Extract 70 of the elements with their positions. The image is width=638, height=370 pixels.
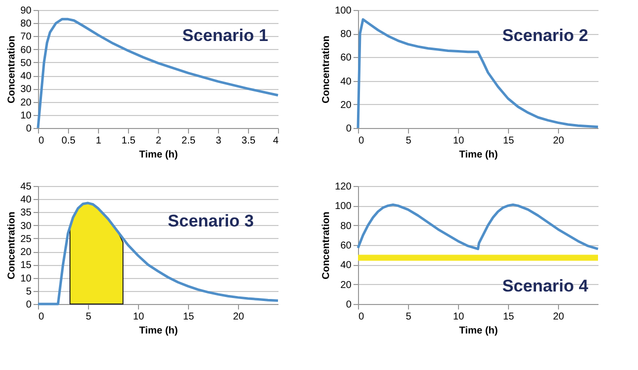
y-axis-title: Concentration [6,36,18,104]
y-tick-label: 25 [20,234,32,245]
y-tick-label: 15 [20,260,32,272]
y-tick-label: 50 [20,58,32,69]
x-tick-label: 3.5 [242,136,256,146]
x-tick-label: 20 [552,136,564,146]
x-tick-label: 10 [452,312,464,322]
text: Scenario 2 [502,26,588,45]
y-tick-label: 120 [334,182,352,192]
x-tick-label: 2 [156,136,162,146]
y-tick-label: 40 [20,71,32,82]
x-tick-label: 2.5 [182,136,196,146]
y-tick-label: 0 [26,124,32,134]
y-tick-label: 60 [340,52,352,64]
y-tick-label: 45 [20,182,32,192]
y-tick-label: 90 [20,6,32,16]
x-tick-label: 0 [38,136,44,146]
y-tick-label: 10 [20,110,32,122]
y-tick-label: 80 [340,220,352,232]
y-tick-label: 80 [340,29,352,40]
y-tick-label: 100 [334,201,352,212]
x-tick-label: 0.5 [62,136,76,146]
y-tick-label: 60 [340,240,352,252]
y-tick-label: 80 [20,18,32,30]
y-axis-title: Concentration [320,212,332,280]
y-tick-label: 10 [20,273,32,284]
x-tick-label: 0 [358,136,364,146]
text: Scenario 1 [182,26,268,45]
y-tick-label: 0 [346,300,352,310]
x-tick-label: 4 [272,136,279,146]
x-tick-label: 10 [452,136,464,146]
y-tick-label: 20 [20,247,32,258]
y-tick-label: 20 [340,280,352,291]
y-axis-title: Concentration [6,212,18,280]
y-tick-label: 40 [340,76,352,88]
x-tick-label: 10 [132,312,144,322]
x-axis-title: Time (h) [139,150,178,160]
x-tick-label: 3 [216,136,222,146]
x-tick-label: 1 [96,136,102,146]
x-tick-label: 20 [232,312,244,322]
x-tick-label: 5 [406,136,412,146]
x-tick-label: 1.5 [122,136,136,146]
y-tick-label: 60 [20,44,32,56]
x-axis-title: Time (h) [459,326,498,336]
x-tick-label: 0 [38,312,44,322]
y-tick-label: 100 [334,6,352,16]
y-tick-label: 20 [340,100,352,111]
x-tick-label: 0 [358,312,364,322]
x-tick-label: 15 [182,312,194,322]
text: Scenario 4 [502,276,589,296]
y-tick-label: 35 [20,208,32,219]
x-axis-title: Time (h) [459,150,498,160]
x-axis-title: Time (h) [139,326,178,336]
y-tick-label: 30 [20,220,32,232]
y-tick-label: 0 [26,300,32,310]
y-tick-label: 40 [340,260,352,272]
x-tick-label: 15 [502,312,514,322]
x-tick-label: 15 [502,136,514,146]
x-tick-label: 20 [552,312,564,322]
text: Scenario 3 [168,211,254,230]
y-tick-label: 70 [20,32,32,43]
x-tick-label: 5 [406,312,412,322]
y-tick-label: 40 [20,194,32,206]
x-tick-label: 5 [86,312,92,322]
y-axis-title: Concentration [320,36,332,104]
y-tick-label: 5 [26,286,32,298]
y-tick-label: 30 [20,84,32,96]
line-series [356,203,600,250]
y-tick-label: 20 [20,97,32,108]
y-tick-label: 0 [346,124,352,134]
